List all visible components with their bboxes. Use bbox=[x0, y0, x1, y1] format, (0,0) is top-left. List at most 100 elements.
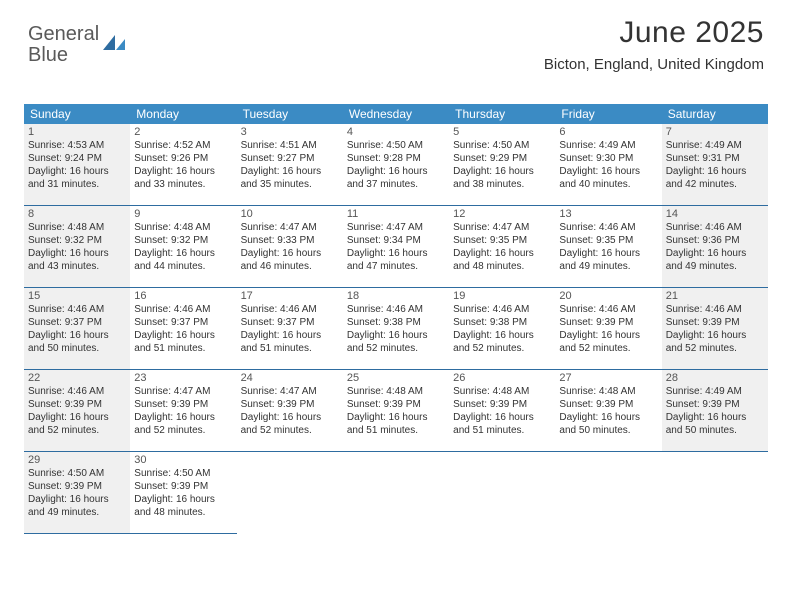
day-cell: 12Sunrise: 4:47 AMSunset: 9:35 PMDayligh… bbox=[449, 206, 555, 288]
day-sunset: Sunset: 9:39 PM bbox=[559, 316, 657, 329]
day-number: 21 bbox=[666, 290, 764, 302]
day-number: 16 bbox=[134, 290, 232, 302]
day-number: 30 bbox=[134, 454, 232, 466]
day-daylight1: Daylight: 16 hours bbox=[28, 165, 126, 178]
day-sunrise: Sunrise: 4:48 AM bbox=[134, 221, 232, 234]
day-number: 18 bbox=[347, 290, 445, 302]
day-sunrise: Sunrise: 4:50 AM bbox=[134, 467, 232, 480]
day-number: 17 bbox=[241, 290, 339, 302]
day-number: 22 bbox=[28, 372, 126, 384]
day-number: 13 bbox=[559, 208, 657, 220]
day-sunset: Sunset: 9:37 PM bbox=[241, 316, 339, 329]
day-sunset: Sunset: 9:37 PM bbox=[134, 316, 232, 329]
day-daylight1: Daylight: 16 hours bbox=[134, 165, 232, 178]
day-daylight2: and 51 minutes. bbox=[241, 342, 339, 355]
day-sunset: Sunset: 9:35 PM bbox=[453, 234, 551, 247]
day-daylight2: and 48 minutes. bbox=[134, 506, 232, 519]
day-cell: 22Sunrise: 4:46 AMSunset: 9:39 PMDayligh… bbox=[24, 370, 130, 452]
day-number: 11 bbox=[347, 208, 445, 220]
day-sunset: Sunset: 9:39 PM bbox=[28, 480, 126, 493]
weekday-header: Thursday bbox=[449, 104, 555, 124]
day-daylight2: and 50 minutes. bbox=[28, 342, 126, 355]
day-cell: 19Sunrise: 4:46 AMSunset: 9:38 PMDayligh… bbox=[449, 288, 555, 370]
day-number: 27 bbox=[559, 372, 657, 384]
day-daylight1: Daylight: 16 hours bbox=[347, 329, 445, 342]
day-daylight1: Daylight: 16 hours bbox=[666, 411, 764, 424]
day-sunset: Sunset: 9:35 PM bbox=[559, 234, 657, 247]
day-daylight1: Daylight: 16 hours bbox=[559, 411, 657, 424]
day-daylight2: and 42 minutes. bbox=[666, 178, 764, 191]
day-cell: 8Sunrise: 4:48 AMSunset: 9:32 PMDaylight… bbox=[24, 206, 130, 288]
day-daylight2: and 47 minutes. bbox=[347, 260, 445, 273]
day-sunrise: Sunrise: 4:46 AM bbox=[28, 385, 126, 398]
day-number: 15 bbox=[28, 290, 126, 302]
day-daylight2: and 49 minutes. bbox=[28, 506, 126, 519]
day-cell: 16Sunrise: 4:46 AMSunset: 9:37 PMDayligh… bbox=[130, 288, 236, 370]
day-daylight2: and 52 minutes. bbox=[241, 424, 339, 437]
day-sunset: Sunset: 9:38 PM bbox=[347, 316, 445, 329]
day-cell: 18Sunrise: 4:46 AMSunset: 9:38 PMDayligh… bbox=[343, 288, 449, 370]
logo-text-gray: General bbox=[28, 23, 99, 45]
day-cell: 21Sunrise: 4:46 AMSunset: 9:39 PMDayligh… bbox=[662, 288, 768, 370]
day-daylight1: Daylight: 16 hours bbox=[559, 247, 657, 260]
day-cell: 1Sunrise: 4:53 AMSunset: 9:24 PMDaylight… bbox=[24, 124, 130, 206]
day-cell: 9Sunrise: 4:48 AMSunset: 9:32 PMDaylight… bbox=[130, 206, 236, 288]
day-number: 29 bbox=[28, 454, 126, 466]
day-cell: 15Sunrise: 4:46 AMSunset: 9:37 PMDayligh… bbox=[24, 288, 130, 370]
day-cell: 7Sunrise: 4:49 AMSunset: 9:31 PMDaylight… bbox=[662, 124, 768, 206]
day-daylight2: and 38 minutes. bbox=[453, 178, 551, 191]
logo-sail-icon bbox=[101, 33, 127, 58]
day-daylight1: Daylight: 16 hours bbox=[241, 329, 339, 342]
day-number: 14 bbox=[666, 208, 764, 220]
day-sunrise: Sunrise: 4:46 AM bbox=[347, 303, 445, 316]
day-daylight2: and 49 minutes. bbox=[666, 260, 764, 273]
day-daylight1: Daylight: 16 hours bbox=[28, 411, 126, 424]
day-sunrise: Sunrise: 4:49 AM bbox=[666, 385, 764, 398]
day-daylight1: Daylight: 16 hours bbox=[347, 247, 445, 260]
day-sunset: Sunset: 9:39 PM bbox=[347, 398, 445, 411]
day-cell: 24Sunrise: 4:47 AMSunset: 9:39 PMDayligh… bbox=[237, 370, 343, 452]
day-cell: 27Sunrise: 4:48 AMSunset: 9:39 PMDayligh… bbox=[555, 370, 661, 452]
empty-cell bbox=[237, 452, 343, 534]
day-sunrise: Sunrise: 4:50 AM bbox=[453, 139, 551, 152]
day-daylight2: and 52 minutes. bbox=[347, 342, 445, 355]
day-daylight2: and 35 minutes. bbox=[241, 178, 339, 191]
day-sunset: Sunset: 9:37 PM bbox=[28, 316, 126, 329]
day-sunrise: Sunrise: 4:53 AM bbox=[28, 139, 126, 152]
empty-cell bbox=[449, 452, 555, 534]
day-number: 6 bbox=[559, 126, 657, 138]
day-number: 3 bbox=[241, 126, 339, 138]
day-sunset: Sunset: 9:24 PM bbox=[28, 152, 126, 165]
page-header: June 2025 Bicton, England, United Kingdo… bbox=[544, 16, 764, 73]
day-sunrise: Sunrise: 4:48 AM bbox=[559, 385, 657, 398]
day-sunrise: Sunrise: 4:48 AM bbox=[347, 385, 445, 398]
day-cell: 13Sunrise: 4:46 AMSunset: 9:35 PMDayligh… bbox=[555, 206, 661, 288]
day-cell: 4Sunrise: 4:50 AMSunset: 9:28 PMDaylight… bbox=[343, 124, 449, 206]
empty-cell bbox=[662, 452, 768, 534]
day-cell: 28Sunrise: 4:49 AMSunset: 9:39 PMDayligh… bbox=[662, 370, 768, 452]
day-daylight1: Daylight: 16 hours bbox=[241, 247, 339, 260]
day-sunrise: Sunrise: 4:47 AM bbox=[347, 221, 445, 234]
day-daylight1: Daylight: 16 hours bbox=[453, 329, 551, 342]
day-number: 1 bbox=[28, 126, 126, 138]
day-sunrise: Sunrise: 4:51 AM bbox=[241, 139, 339, 152]
day-number: 26 bbox=[453, 372, 551, 384]
day-daylight1: Daylight: 16 hours bbox=[28, 493, 126, 506]
day-daylight2: and 37 minutes. bbox=[347, 178, 445, 191]
day-sunrise: Sunrise: 4:47 AM bbox=[241, 221, 339, 234]
day-daylight2: and 52 minutes. bbox=[453, 342, 551, 355]
day-sunrise: Sunrise: 4:49 AM bbox=[666, 139, 764, 152]
day-cell: 23Sunrise: 4:47 AMSunset: 9:39 PMDayligh… bbox=[130, 370, 236, 452]
day-daylight2: and 31 minutes. bbox=[28, 178, 126, 191]
day-daylight2: and 51 minutes. bbox=[134, 342, 232, 355]
day-sunrise: Sunrise: 4:52 AM bbox=[134, 139, 232, 152]
day-sunset: Sunset: 9:39 PM bbox=[559, 398, 657, 411]
day-daylight1: Daylight: 16 hours bbox=[666, 247, 764, 260]
day-sunrise: Sunrise: 4:50 AM bbox=[347, 139, 445, 152]
day-daylight2: and 52 minutes. bbox=[28, 424, 126, 437]
day-sunrise: Sunrise: 4:48 AM bbox=[453, 385, 551, 398]
empty-cell bbox=[343, 452, 449, 534]
day-daylight1: Daylight: 16 hours bbox=[347, 165, 445, 178]
day-daylight1: Daylight: 16 hours bbox=[28, 329, 126, 342]
day-sunrise: Sunrise: 4:46 AM bbox=[453, 303, 551, 316]
